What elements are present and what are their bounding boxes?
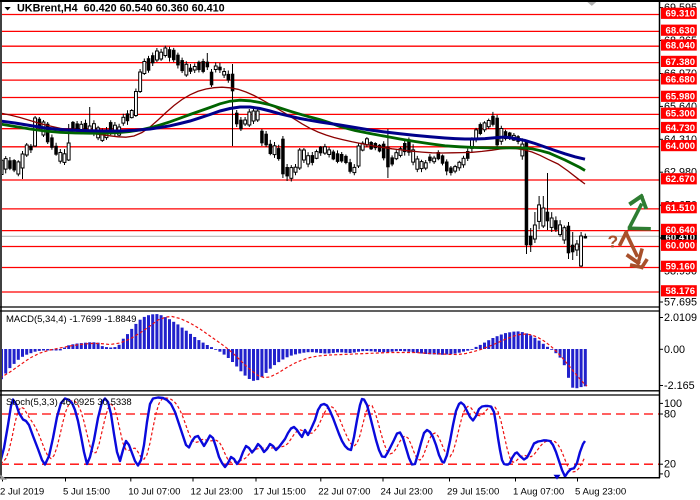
svg-text:24 Jul 23:00: 24 Jul 23:00 [381, 487, 433, 498]
svg-text:5 Jul 15:00: 5 Jul 15:00 [63, 487, 110, 498]
svg-text:66.680: 66.680 [666, 74, 696, 85]
svg-text:?: ? [608, 232, 619, 252]
svg-text:2.0109: 2.0109 [664, 312, 697, 324]
svg-text:-2.165: -2.165 [664, 380, 695, 392]
svg-text:1 Aug 07:00: 1 Aug 07:00 [513, 487, 564, 498]
svg-text:UKBrent,H4 60.420 60.540 60.3: UKBrent,H4 60.420 60.540 60.360 60.410 [17, 3, 225, 15]
svg-text:5 Aug 23:00: 5 Aug 23:00 [575, 487, 626, 498]
svg-text:29 Jul 15:00: 29 Jul 15:00 [447, 487, 499, 498]
svg-text:60.410: 60.410 [666, 233, 696, 244]
svg-text:0.00: 0.00 [664, 344, 685, 356]
svg-text:60.640: 60.640 [666, 225, 696, 236]
svg-text:69.310: 69.310 [666, 9, 696, 20]
svg-text:60.000: 60.000 [666, 241, 696, 252]
svg-text:100: 100 [664, 398, 682, 410]
svg-text:12 Jul 23:00: 12 Jul 23:00 [191, 487, 243, 498]
svg-text:67.380: 67.380 [666, 57, 696, 68]
svg-text:Stoch(5,3,3) 46.0925 30.5338: Stoch(5,3,3) 46.0925 30.5338 [6, 397, 132, 408]
svg-text:22 Jul 07:00: 22 Jul 07:00 [318, 487, 370, 498]
svg-text:64.730: 64.730 [666, 123, 696, 134]
svg-text:68.630: 68.630 [666, 26, 696, 37]
svg-text:58.176: 58.176 [666, 286, 696, 297]
svg-text:0: 0 [664, 468, 670, 480]
svg-text:10 Jul 07:00: 10 Jul 07:00 [128, 487, 180, 498]
svg-text:61.510: 61.510 [666, 203, 696, 214]
svg-text:59.160: 59.160 [666, 262, 696, 273]
svg-text:MACD(5,34,4) -1.7699 -1.8849: MACD(5,34,4) -1.7699 -1.8849 [6, 314, 136, 325]
svg-text:17 Jul 15:00: 17 Jul 15:00 [254, 487, 306, 498]
svg-text:62.670: 62.670 [666, 174, 696, 185]
svg-text:68.040: 68.040 [666, 40, 696, 51]
svg-text:20: 20 [664, 459, 676, 471]
svg-text:64.000: 64.000 [666, 141, 696, 152]
svg-text:65.980: 65.980 [666, 92, 696, 103]
svg-text:80: 80 [664, 409, 676, 421]
svg-text:57.695: 57.695 [664, 297, 697, 309]
svg-text:2 Jul 2019: 2 Jul 2019 [0, 487, 44, 498]
svg-text:65.300: 65.300 [666, 109, 696, 120]
